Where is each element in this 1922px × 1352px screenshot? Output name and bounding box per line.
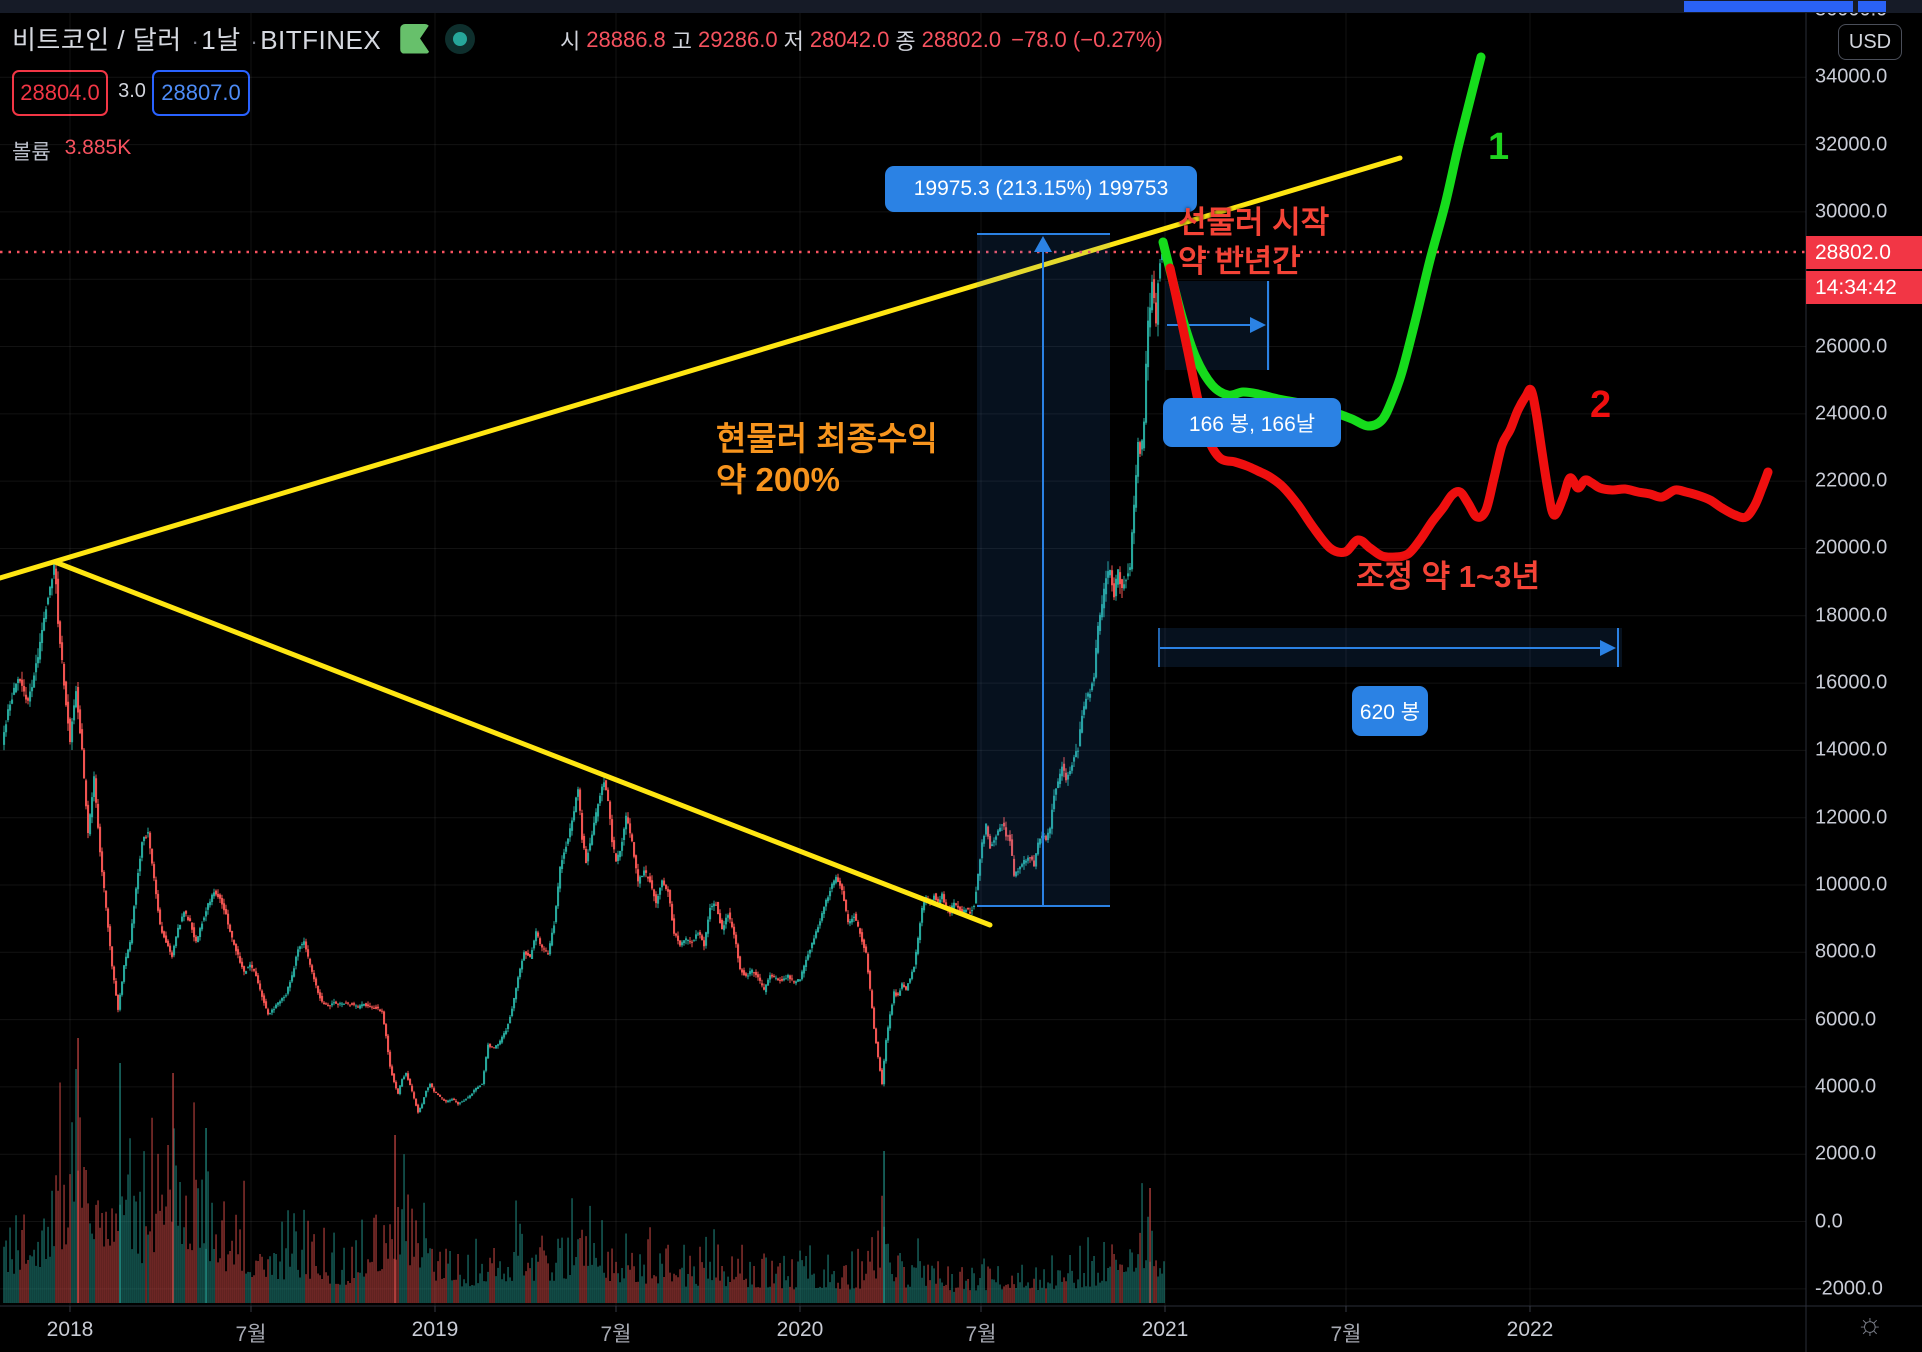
price-tick-label: 32000.0 <box>1815 133 1888 156</box>
volume-bars-up <box>3 1069 1165 1303</box>
candle-countdown-tag: 14:34:42 <box>1806 271 1922 304</box>
time-axis[interactable]: 2018 7월 2019 7월 2020 7월 2021 7월 2022 ☼ <box>0 1306 1922 1352</box>
price-change: −78.0 (−0.27%) <box>1011 27 1163 52</box>
price-tick-label: 16000.0 <box>1815 671 1888 694</box>
price-tick-label: 22000.0 <box>1815 469 1888 492</box>
last-price-tag: 28802.0 <box>1806 236 1922 269</box>
volume-readout: 볼륨 3.885K <box>12 136 131 166</box>
price-tick-label: 6000.0 <box>1815 1008 1877 1031</box>
annotation-futures-start: 선물러 시작 약 반년간 <box>1178 205 1330 279</box>
top-strip-highlight <box>1684 1 1853 12</box>
price-tick-label: 14000.0 <box>1815 738 1888 761</box>
descending-trendline[interactable] <box>52 559 993 928</box>
time-tick-label-7월: 7월 <box>600 1323 632 1346</box>
ohlc-readout: 시 28886.8 고 29286.0 저 28042.0 종 28802.0 −78.… <box>560 27 1163 54</box>
price-tick-label: 8000.0 <box>1815 940 1877 963</box>
price-range-arrowhead <box>1034 236 1052 252</box>
price-axis[interactable]: USD 36000.034000.032000.030000.026000.02… <box>1806 0 1922 1306</box>
bitfinex-flag-icon <box>400 23 431 54</box>
volume-label: 볼륨 <box>12 141 51 164</box>
theme-gear-icon[interactable]: ☼ <box>1856 1308 1884 1341</box>
time-tick-label-7월: 7월 <box>1330 1323 1362 1346</box>
date-range-166-arrowhead <box>1250 317 1266 333</box>
price-tick-label: 26000.0 <box>1815 335 1888 358</box>
time-tick-label-2018: 2018 <box>46 1318 94 1341</box>
measure-label-price-range[interactable]: 19975.3 (213.15%) 199753 <box>885 166 1197 212</box>
symbol-legend[interactable]: 비트코인 / 달러 ·1날 ·BITFINEX <box>12 20 476 57</box>
price-tick-label: 24000.0 <box>1815 402 1888 425</box>
price-tick-label: 2000.0 <box>1815 1142 1877 1165</box>
date-range-620-arrowhead <box>1600 640 1616 656</box>
symbol-title[interactable]: 비트코인 / 달러 ·1날 ·BITFINEX <box>12 25 382 55</box>
volume-spike <box>394 1135 396 1303</box>
price-tick-label: 34000.0 <box>1815 65 1888 88</box>
price-tick-label: 20000.0 <box>1815 536 1888 559</box>
projection-curve-green[interactable] <box>1158 52 1486 431</box>
top-strip-highlight <box>1858 1 1886 12</box>
volume-value: 3.885K <box>64 136 132 159</box>
price-tick-label: -2000.0 <box>1815 1277 1883 1300</box>
time-tick-label-2019: 2019 <box>411 1318 459 1341</box>
measure-label-166-bars[interactable]: 166 봉, 166날 <box>1163 398 1341 447</box>
measure-label-620-bars[interactable]: 620 봉 <box>1352 686 1428 736</box>
currency-unit-button[interactable]: USD <box>1838 24 1902 60</box>
annotation-correction: 조정 약 1~3년 <box>1356 559 1540 594</box>
scenario-2-marker: 2 <box>1590 384 1612 426</box>
ascending-trendline[interactable] <box>0 155 1403 581</box>
sell-button[interactable]: 28804.0 <box>12 70 108 116</box>
price-tick-label: 0.0 <box>1815 1210 1843 1233</box>
price-tick-label: 18000.0 <box>1815 604 1888 627</box>
spread-value: 3.0 <box>118 79 146 102</box>
volume-spike <box>883 1151 885 1303</box>
annotation-spot-profit: 현물러 최종수익 약 200% <box>716 420 938 499</box>
volume-spike <box>119 1063 121 1303</box>
projection-curve-red[interactable] <box>1165 263 1773 562</box>
window-top-strip <box>0 0 1922 13</box>
price-tick-label: 4000.0 <box>1815 1075 1877 1098</box>
volume-spike <box>77 1038 79 1303</box>
price-tick-label: 10000.0 <box>1815 873 1888 896</box>
time-tick-label-7월: 7월 <box>965 1323 997 1346</box>
time-tick-label-2022: 2022 <box>1506 1318 1554 1341</box>
volume-bars-down <box>19 1082 1157 1303</box>
market-status-icon <box>445 23 476 54</box>
volume-spike <box>172 1073 174 1303</box>
volume-spike <box>205 1128 207 1303</box>
time-tick-label-2020: 2020 <box>776 1318 824 1341</box>
volume-spike <box>1149 1188 1151 1303</box>
buy-button[interactable]: 28807.0 <box>152 70 250 116</box>
price-tick-label: 12000.0 <box>1815 806 1888 829</box>
time-tick-label-7월: 7월 <box>235 1323 267 1346</box>
scenario-1-marker: 1 <box>1488 126 1510 168</box>
price-tick-label: 30000.0 <box>1815 200 1888 223</box>
time-tick-label-2021: 2021 <box>1141 1318 1189 1341</box>
